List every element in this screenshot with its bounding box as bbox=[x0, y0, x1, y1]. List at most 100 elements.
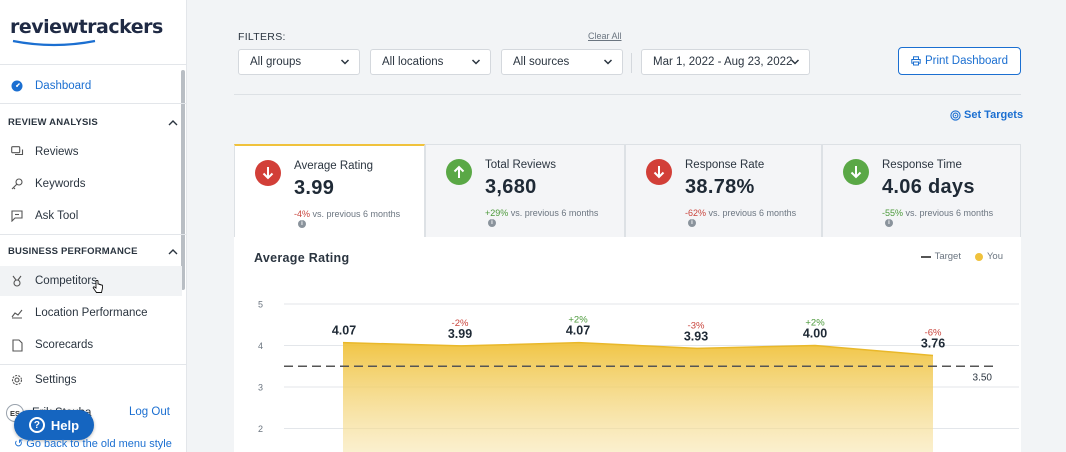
sidebar-item-ask-tool[interactable]: Ask Tool bbox=[0, 201, 182, 231]
info-icon[interactable]: i bbox=[298, 220, 306, 228]
info-icon[interactable]: i bbox=[488, 219, 496, 227]
info-icon[interactable]: i bbox=[688, 219, 696, 227]
sidebar-item-competitors[interactable]: Competitors bbox=[0, 266, 182, 296]
y-tick-label: 2 bbox=[258, 424, 263, 434]
header-divider bbox=[234, 94, 1021, 95]
kpi-title: Response Time bbox=[882, 159, 962, 171]
printer-icon bbox=[911, 56, 921, 66]
clear-all-link[interactable]: Clear All bbox=[588, 31, 622, 41]
info-icon[interactable]: i bbox=[885, 219, 893, 227]
sidebar-item-scorecards[interactable]: Scorecards bbox=[0, 330, 182, 360]
kpi-comparison: vs. previous 6 months bbox=[905, 208, 994, 218]
filters-label: FILTERS: bbox=[238, 31, 286, 43]
data-change-label: +2% bbox=[568, 315, 588, 326]
competitors-icon bbox=[10, 274, 24, 288]
sidebar-item-location-performance[interactable]: Location Performance bbox=[0, 298, 182, 328]
old-menu-label: Go back to the old menu style bbox=[26, 438, 172, 450]
kpi-title: Total Reviews bbox=[485, 159, 556, 171]
filter-separator bbox=[631, 53, 632, 73]
kpi-card-response-time[interactable]: Response Time 4.06 days -55% vs. previou… bbox=[822, 144, 1021, 238]
sidebar-item-label: Competitors bbox=[35, 275, 97, 287]
kpi-delta: -4% vs. previous 6 months bbox=[294, 209, 400, 219]
kpi-comparison: vs. previous 6 months bbox=[312, 209, 401, 219]
sidebar: reviewtrackers Dashboard REVIEW ANALYSIS… bbox=[0, 0, 187, 452]
data-change-label: +2% bbox=[805, 318, 825, 329]
chevron-down-icon bbox=[790, 59, 800, 65]
kpi-delta: +29% vs. previous 6 months bbox=[485, 208, 598, 218]
set-targets-label: Set Targets bbox=[964, 109, 1024, 121]
sidebar-divider bbox=[0, 234, 186, 235]
sidebar-item-reviews[interactable]: Reviews bbox=[0, 137, 182, 167]
sidebar-item-label: Location Performance bbox=[35, 307, 148, 319]
arrow-up-icon bbox=[446, 159, 472, 185]
kpi-value: 4.06 days bbox=[882, 176, 975, 198]
sidebar-item-label: Ask Tool bbox=[35, 210, 79, 222]
data-change-label: -3% bbox=[688, 320, 705, 331]
set-targets-link[interactable]: Set Targets bbox=[950, 109, 1023, 121]
groups-select[interactable]: All groups bbox=[238, 49, 360, 75]
hand-cursor-icon bbox=[92, 280, 103, 293]
data-value-label: 3.76 bbox=[921, 336, 945, 350]
scorecards-icon bbox=[10, 338, 24, 352]
arrow-down-icon bbox=[843, 159, 869, 185]
sidebar-item-label: Scorecards bbox=[35, 339, 94, 351]
kpi-delta-percent: -4% bbox=[294, 209, 311, 219]
print-dashboard-button[interactable]: Print Dashboard bbox=[898, 47, 1021, 75]
section-review-analysis[interactable]: REVIEW ANALYSIS bbox=[8, 117, 178, 128]
sidebar-item-label: Keywords bbox=[35, 178, 86, 190]
old-menu-link[interactable]: ↺ Go back to the old menu style bbox=[14, 437, 172, 450]
help-button[interactable]: ? Help bbox=[14, 410, 94, 440]
reviews-icon bbox=[10, 145, 24, 159]
kpi-delta: -55% vs. previous 6 months bbox=[882, 208, 993, 218]
reviewtrackers-logo[interactable]: reviewtrackers bbox=[10, 16, 163, 56]
kpi-card-response-rate[interactable]: Response Rate 38.78% -62% vs. previous 6… bbox=[625, 144, 822, 238]
legend-label: Target bbox=[934, 251, 961, 262]
kpi-value: 38.78% bbox=[685, 176, 755, 198]
logo-swoosh-icon bbox=[12, 39, 96, 47]
locations-select[interactable]: All locations bbox=[370, 49, 491, 75]
kpi-card-total-reviews[interactable]: Total Reviews 3,680 +29% vs. previous 6 … bbox=[425, 144, 625, 238]
sidebar-scrollbar[interactable] bbox=[181, 70, 185, 290]
kpi-value: 3,680 bbox=[485, 176, 537, 198]
section-heading: REVIEW ANALYSIS bbox=[8, 117, 98, 128]
sidebar-item-dashboard[interactable]: Dashboard bbox=[0, 71, 182, 101]
section-business-performance[interactable]: BUSINESS PERFORMANCE bbox=[8, 246, 178, 257]
legend-label: You bbox=[986, 251, 1003, 262]
date-range-value: Mar 1, 2022 - Aug 23, 2022 bbox=[653, 56, 793, 68]
logo-text: reviewtrackers bbox=[10, 16, 163, 38]
date-range-select[interactable]: Mar 1, 2022 - Aug 23, 2022 bbox=[641, 49, 810, 75]
kpi-comparison: vs. previous 6 months bbox=[708, 208, 797, 218]
kpi-delta-percent: -55% bbox=[882, 208, 904, 218]
chevron-down-icon bbox=[603, 59, 613, 65]
sidebar-item-settings[interactable]: Settings bbox=[0, 365, 182, 395]
target-value-label: 3.50 bbox=[973, 372, 993, 383]
sources-select[interactable]: All sources bbox=[501, 49, 623, 75]
data-value-label: 4.07 bbox=[332, 324, 356, 338]
kpi-title: Average Rating bbox=[294, 160, 374, 172]
target-icon bbox=[950, 109, 961, 121]
chart-legend: Target You bbox=[920, 251, 1003, 262]
legend-item-you[interactable]: You bbox=[974, 251, 1003, 262]
chevron-up-icon bbox=[168, 248, 178, 254]
arrow-down-icon bbox=[255, 160, 281, 186]
undo-icon: ↺ bbox=[14, 438, 24, 450]
sidebar-item-keywords[interactable]: Keywords bbox=[0, 169, 182, 199]
dashed-line-icon bbox=[920, 255, 931, 258]
sidebar-divider bbox=[0, 64, 186, 65]
average-rating-chart-panel: Average Rating Target You 2 3 4 5 3.50 4.07 3.… bbox=[234, 237, 1021, 452]
kpi-delta-percent: -62% bbox=[685, 208, 707, 218]
area-series-you bbox=[343, 342, 933, 452]
y-tick-label: 3 bbox=[258, 383, 263, 393]
legend-item-target[interactable]: Target bbox=[920, 251, 961, 262]
y-tick-label: 4 bbox=[258, 341, 263, 351]
sources-select-value: All sources bbox=[513, 56, 570, 68]
chevron-down-icon bbox=[340, 59, 350, 65]
logout-link[interactable]: Log Out bbox=[129, 406, 170, 418]
kpi-card-average-rating[interactable]: Average Rating 3.99 -4% vs. previous 6 m… bbox=[234, 144, 425, 238]
help-icon: ? bbox=[28, 417, 45, 433]
chevron-down-icon bbox=[471, 59, 481, 65]
gear-icon bbox=[10, 373, 24, 387]
kpi-comparison: vs. previous 6 months bbox=[510, 208, 599, 218]
sidebar-divider bbox=[0, 103, 186, 104]
